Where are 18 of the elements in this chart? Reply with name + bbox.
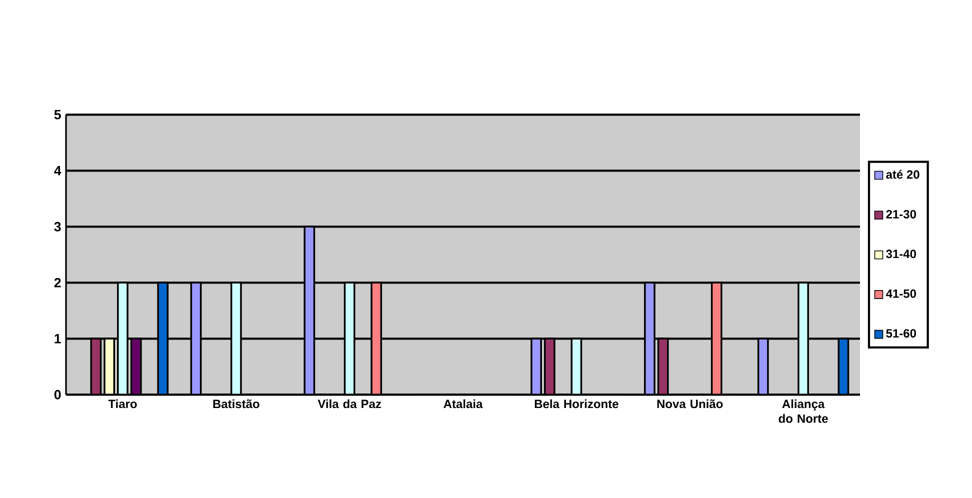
x-tick-label: Batistão bbox=[213, 399, 260, 408]
x-tick-label: Bela Horizonte bbox=[534, 399, 618, 408]
x-tick-label: Tiaro bbox=[108, 399, 137, 408]
y-tick-label: 2 bbox=[54, 278, 61, 288]
y-tick-label: 0 bbox=[54, 390, 61, 400]
x-tick-label: Nova União bbox=[657, 399, 723, 408]
legend-label: 51-60 bbox=[886, 329, 916, 338]
legend-label: 41-50 bbox=[886, 289, 916, 298]
x-tick-label: Aliança do Norte bbox=[778, 399, 828, 423]
y-tick-label: 1 bbox=[54, 334, 61, 344]
y-tick-label: 5 bbox=[54, 110, 61, 120]
legend-label: até 20 bbox=[886, 170, 920, 179]
x-tick-label: Vila da Paz bbox=[318, 399, 382, 408]
legend-label: 31-40 bbox=[886, 250, 916, 258]
x-tick-label: Atalaia bbox=[444, 399, 483, 408]
y-tick-label: 4 bbox=[54, 166, 62, 176]
y-tick-label: 3 bbox=[54, 222, 61, 232]
legend-label: 21-30 bbox=[886, 210, 916, 218]
